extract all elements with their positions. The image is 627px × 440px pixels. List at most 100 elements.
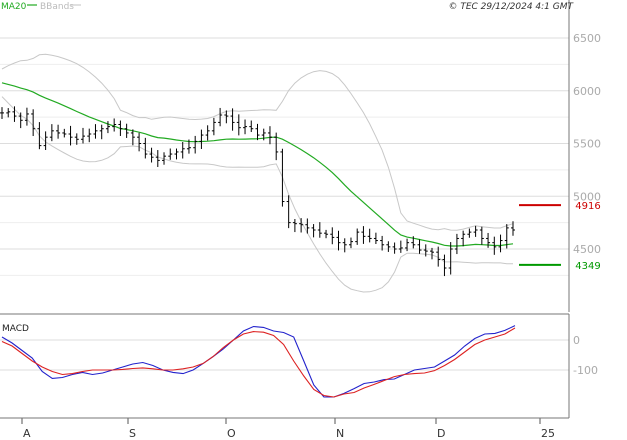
price-bar <box>454 233 459 255</box>
price-gridlines <box>0 37 569 276</box>
price-bar <box>317 222 322 238</box>
price-bar <box>99 124 104 140</box>
price-bar <box>473 225 478 237</box>
price-bar <box>168 148 173 160</box>
price-bar <box>118 120 123 136</box>
price-bar <box>243 119 248 135</box>
macd-gridlines <box>0 339 569 371</box>
price-bar <box>205 125 210 141</box>
price-bar <box>292 218 297 233</box>
price-bar <box>18 112 23 129</box>
macd-axis: 0 -100 <box>573 334 598 377</box>
price-bar <box>267 126 272 145</box>
lower-band <box>1 96 514 293</box>
price-bar <box>143 137 148 159</box>
price-bar <box>130 129 135 146</box>
price-bar <box>286 195 291 229</box>
price-bar <box>56 124 61 139</box>
x-tick-label: 25 <box>541 427 555 440</box>
macd-title: MACD <box>2 324 29 334</box>
price-bar <box>12 106 17 122</box>
price-bar <box>479 226 484 245</box>
price-bar <box>330 227 335 245</box>
price-bar <box>305 218 310 234</box>
x-tick-label: O <box>227 427 236 440</box>
price-bar <box>81 127 86 144</box>
price-bar <box>492 236 497 255</box>
price-bar <box>186 139 191 154</box>
x-tick-label: N <box>336 427 344 440</box>
x-tick-label: A <box>23 427 31 440</box>
price-bar <box>324 229 329 239</box>
price-bar <box>124 123 129 138</box>
price-bar <box>255 123 260 141</box>
price-bar <box>224 110 229 124</box>
x-tick-label: S <box>129 427 136 440</box>
price-bar <box>380 235 385 251</box>
price-bar <box>218 107 223 127</box>
price-bar <box>498 234 503 253</box>
price-bar <box>405 238 410 252</box>
price-bar <box>0 107 4 120</box>
ma20-line <box>1 82 514 247</box>
price-bars <box>0 106 515 277</box>
price-bar <box>155 150 160 167</box>
price-bar <box>348 237 353 249</box>
price-bar <box>423 244 428 257</box>
price-bar <box>280 148 285 207</box>
price-bar <box>193 135 198 154</box>
price-bar <box>62 128 67 138</box>
price-bar <box>467 228 472 238</box>
price-bar <box>74 133 79 145</box>
price-bar <box>429 247 434 260</box>
price-bar <box>417 239 422 254</box>
price-bar <box>373 232 378 244</box>
price-bar <box>162 152 167 165</box>
price-bar <box>105 121 110 134</box>
price-bar <box>6 108 11 118</box>
price-bar <box>361 226 366 244</box>
date-axis: A S O N D 25 <box>21 418 555 440</box>
price-tick-label: 6000 <box>573 85 601 98</box>
price-bar <box>236 114 241 136</box>
price-bar <box>199 129 204 149</box>
bollinger-bands <box>1 53 514 293</box>
price-bar <box>311 224 316 238</box>
price-bar <box>504 224 509 249</box>
price-axis: 4500 5000 5500 6000 6500 <box>573 32 601 256</box>
price-bar <box>274 132 279 161</box>
price-bar <box>461 230 466 247</box>
price-bar <box>398 240 403 253</box>
price-bar <box>299 218 304 233</box>
price-bar <box>436 246 441 267</box>
price-bar <box>261 128 266 141</box>
price-bar <box>411 236 416 249</box>
price-bar <box>392 242 397 254</box>
price-bar <box>112 118 117 132</box>
price-bar <box>49 124 54 142</box>
price-bar <box>448 242 453 275</box>
macd-series-line <box>1 327 516 398</box>
price-tick-label: 5000 <box>573 190 601 203</box>
price-bar <box>342 238 347 253</box>
price-bar <box>149 147 154 163</box>
price-bar <box>511 221 515 236</box>
price-bar <box>37 122 42 150</box>
price-bar <box>87 128 92 143</box>
price-tick-label: 6500 <box>573 32 601 45</box>
bbands-legend-label: BBands <box>40 2 74 12</box>
ma-legend-label: MA20 <box>1 2 27 12</box>
price-bar <box>68 125 73 146</box>
price-bar <box>137 132 142 152</box>
price-bar <box>31 109 36 137</box>
price-bar <box>174 148 179 160</box>
price-bar <box>336 230 341 251</box>
copyright-text: © TEC 29/12/2024 4:1 GMT <box>448 2 574 12</box>
price-bar <box>180 142 185 159</box>
x-tick-label: D <box>437 427 445 440</box>
price-bar <box>211 117 216 136</box>
macd-tick-label: 0 <box>573 334 580 347</box>
upper-band <box>1 53 514 231</box>
price-bar <box>249 120 254 133</box>
macd-series-line <box>1 325 516 398</box>
